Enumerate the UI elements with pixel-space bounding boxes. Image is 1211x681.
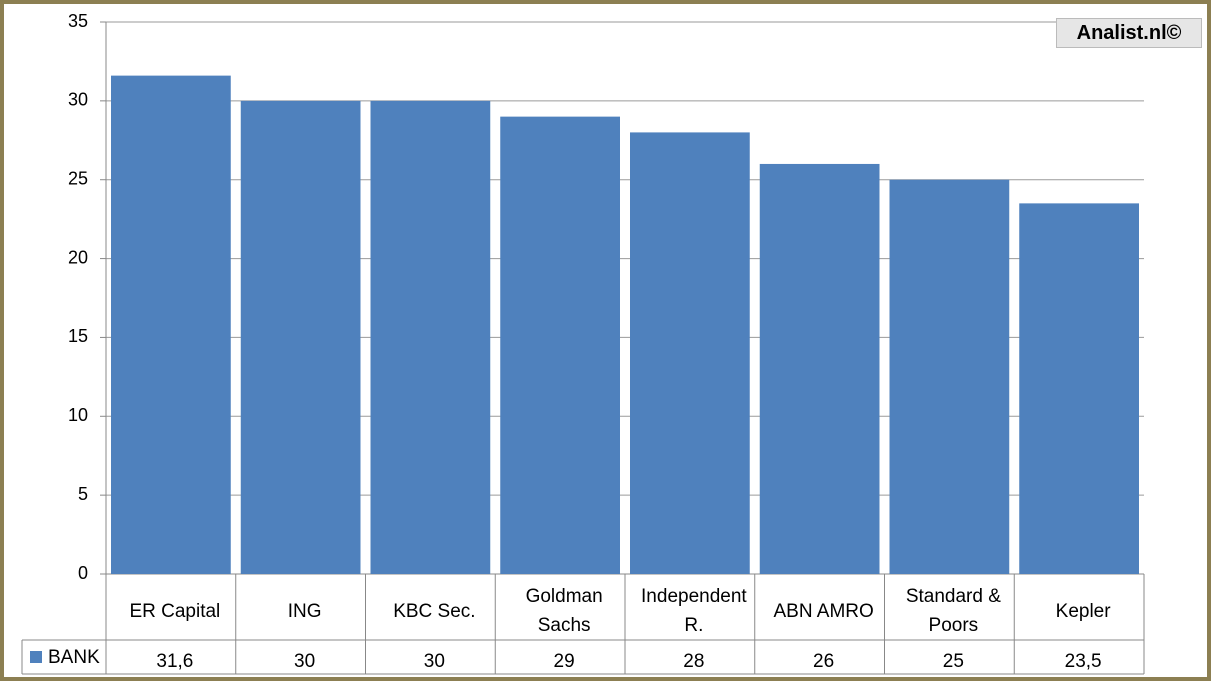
- legend-label: BANK: [48, 647, 100, 668]
- legend-swatch: [30, 651, 42, 663]
- watermark: Analist.nl©: [1056, 18, 1202, 48]
- y-tick-label: 10: [68, 405, 88, 425]
- chart: 0 5 10 15 20 25 30 35 BANK: [21, 11, 1145, 675]
- x-tick-label: Standard & Poors: [905, 586, 1001, 636]
- y-tick-label: 15: [68, 326, 88, 346]
- data-label: 23,5: [1064, 650, 1102, 672]
- data-label: 29: [553, 650, 575, 672]
- data-label: 31,6: [156, 650, 194, 672]
- x-tick-label: KBC Sec.: [393, 600, 476, 622]
- y-tick-label: 25: [68, 168, 88, 188]
- y-tick-label: 20: [68, 247, 88, 267]
- bar: [240, 100, 361, 574]
- x-tick-label: ING: [287, 600, 322, 622]
- y-tick-label: 0: [78, 563, 88, 583]
- data-label: 30: [423, 650, 445, 672]
- y-tick-label: 35: [68, 11, 88, 31]
- bar: [889, 179, 1010, 574]
- y-tick-label: 30: [68, 90, 88, 110]
- bar: [111, 75, 231, 574]
- data-label: 26: [813, 650, 835, 672]
- data-label: 28: [683, 650, 705, 672]
- data-label: 25: [942, 650, 964, 672]
- x-tick-label: ABN AMRO: [773, 600, 874, 622]
- x-tick-label: Goldman Sachs: [525, 586, 603, 636]
- bar: [370, 100, 491, 574]
- y-tick-label: 5: [78, 484, 88, 504]
- bar: [1019, 203, 1139, 574]
- bar: [759, 163, 880, 574]
- x-tick-label: ER Capital: [129, 600, 221, 622]
- x-tick-label: Independent R.: [641, 586, 747, 636]
- bar: [630, 132, 750, 574]
- bar: [500, 116, 620, 574]
- data-label: 30: [294, 650, 316, 672]
- x-tick-label: Kepler: [1055, 600, 1111, 622]
